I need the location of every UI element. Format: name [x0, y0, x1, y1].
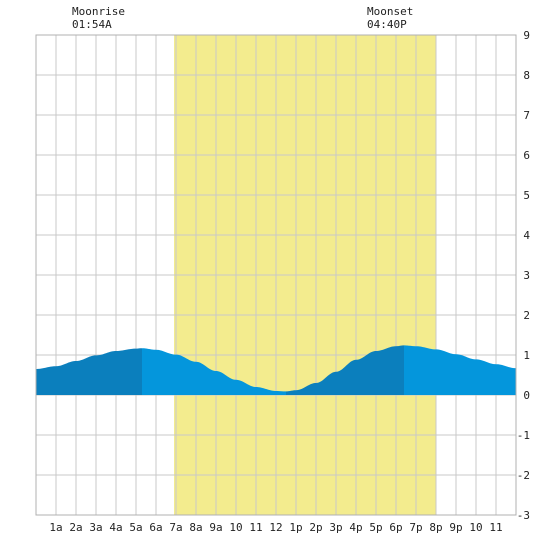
x-tick-label: 11 — [489, 521, 502, 534]
x-tick-label: 5a — [129, 521, 142, 534]
x-tick-label: 2a — [69, 521, 82, 534]
x-tick-label: 4p — [349, 521, 362, 534]
x-tick-label: 6p — [389, 521, 402, 534]
y-tick-label: -3 — [517, 509, 530, 522]
plot-frame — [35, 34, 517, 516]
y-tick-label: 0 — [523, 389, 530, 402]
y-tick-label: -1 — [517, 429, 530, 442]
moonset-label: Moonset — [367, 5, 413, 18]
y-tick-label: 4 — [523, 229, 530, 242]
moonset-time: 04:40P — [367, 18, 407, 31]
x-tick-label: 8p — [429, 521, 442, 534]
x-tick-label: 6a — [149, 521, 162, 534]
tide-area-falling — [142, 348, 286, 395]
y-tick-label: -2 — [517, 469, 530, 482]
x-tick-label: 1a — [49, 521, 62, 534]
y-tick-label: 5 — [523, 189, 530, 202]
moonrise-label: Moonrise — [72, 5, 125, 18]
x-tick-label: 2p — [309, 521, 322, 534]
x-tick-label: 7a — [169, 521, 182, 534]
x-tick-label: 9p — [449, 521, 462, 534]
x-tick-label: 9a — [209, 521, 222, 534]
y-tick-label: 7 — [523, 109, 530, 122]
moonrise-time: 01:54A — [72, 18, 112, 31]
tide-area-rising — [36, 348, 142, 395]
y-axis-labels: 9 8 7 6 5 4 3 2 1 0 -1 -2 -3 — [517, 29, 531, 522]
tide-layer — [36, 345, 516, 395]
y-tick-label: 2 — [523, 309, 530, 322]
x-tick-label: 8a — [189, 521, 202, 534]
x-tick-label: 12 — [269, 521, 282, 534]
x-tick-label: 3a — [89, 521, 102, 534]
x-tick-label: 4a — [109, 521, 122, 534]
x-tick-label: 10 — [469, 521, 482, 534]
x-tick-label: 5p — [369, 521, 382, 534]
y-tick-label: 8 — [523, 69, 530, 82]
x-tick-label: 11 — [249, 521, 262, 534]
x-tick-label: 10 — [229, 521, 242, 534]
y-tick-label: 3 — [523, 269, 530, 282]
y-tick-label: 9 — [523, 29, 530, 42]
x-axis-labels: 1a 2a 3a 4a 5a 6a 7a 8a 9a 10 11 12 1p 2p 3p 4p 5p 6p 7p 8p… — [49, 521, 502, 534]
x-tick-label: 3p — [329, 521, 342, 534]
y-tick-label: 6 — [523, 149, 530, 162]
tide-area-falling — [404, 345, 516, 395]
x-tick-label: 1p — [289, 521, 302, 534]
y-tick-label: 1 — [523, 349, 530, 362]
tide-area-rising — [286, 345, 404, 395]
x-tick-label: 7p — [409, 521, 422, 534]
